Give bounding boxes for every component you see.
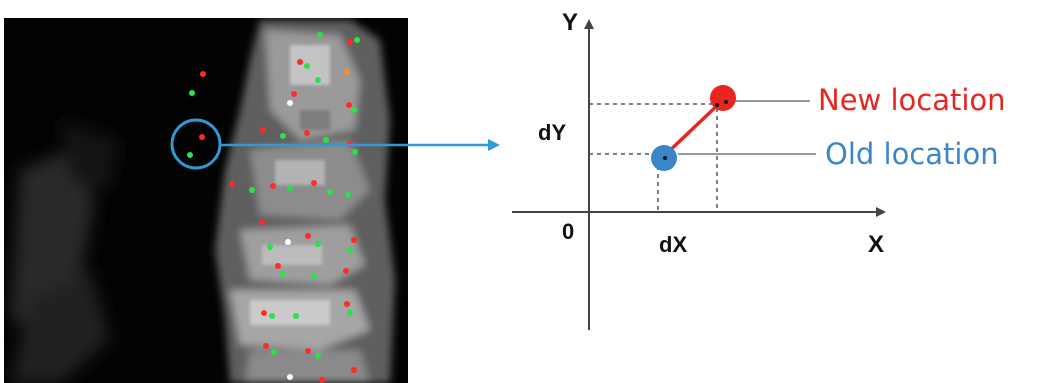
x-axis-arrow-icon [876, 207, 886, 217]
new-location-label: New location [818, 83, 1006, 117]
callout-arrow [220, 139, 500, 151]
old-location-label: Old location [825, 137, 999, 171]
scan-texture [10, 20, 395, 383]
arrowhead-icon [488, 139, 500, 151]
scan-image-panel [4, 18, 408, 383]
marker-dots [187, 32, 360, 383]
displacement-diagram: Y X 0 dY dX New location Old location [512, 9, 1006, 330]
dy-label: dY [538, 120, 566, 145]
origin-label: 0 [562, 219, 574, 244]
x-axis-label: X [868, 231, 884, 258]
dx-label: dX [659, 232, 687, 257]
new-location-point [710, 85, 736, 111]
displacement-vector [662, 99, 724, 158]
y-axis-arrow-icon [584, 19, 594, 29]
y-axis-label: Y [562, 9, 578, 36]
